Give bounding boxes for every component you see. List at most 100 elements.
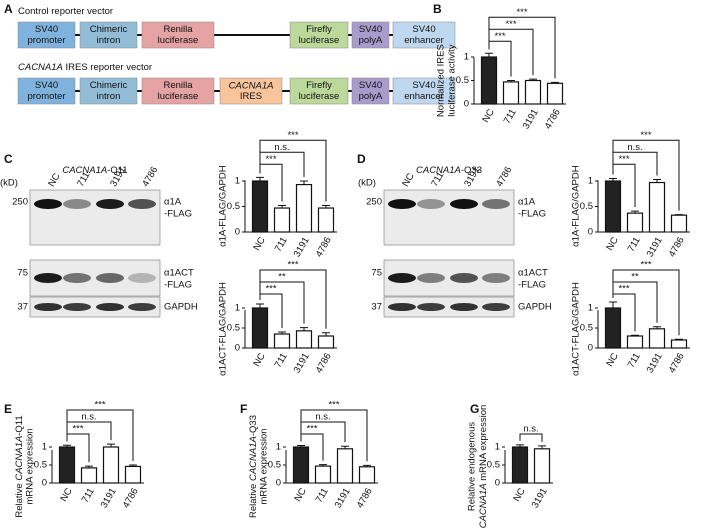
x-tick-label: NC bbox=[292, 486, 308, 504]
y-tick-label: 1 bbox=[42, 442, 47, 453]
y-tick-label: 1 bbox=[235, 176, 240, 187]
error-bar bbox=[363, 464, 371, 467]
x-tick-label: 3191 bbox=[292, 351, 312, 375]
lane-label: 4786 bbox=[140, 165, 160, 189]
x-tick-label: 711 bbox=[80, 486, 97, 505]
text-span: CACNA1A bbox=[18, 62, 63, 73]
x-tick-label: 4786 bbox=[543, 107, 563, 131]
significance-label: n.s. bbox=[627, 142, 642, 153]
text-span: -Q11 bbox=[107, 165, 127, 176]
x-tick-label: NC bbox=[251, 235, 267, 253]
error-bar bbox=[529, 78, 537, 81]
element-label: SV40 bbox=[359, 80, 382, 91]
text-span: CACNA1A bbox=[229, 80, 274, 91]
error-bar bbox=[322, 332, 330, 336]
band bbox=[482, 303, 510, 311]
y-tick-label: 0.5 bbox=[34, 460, 47, 471]
bar bbox=[251, 180, 269, 233]
error-bar bbox=[516, 444, 524, 447]
vector-element bbox=[79, 77, 138, 105]
marker-label: 250 bbox=[12, 197, 28, 208]
x-tick-label: 3191 bbox=[530, 486, 550, 510]
significance-label: *** bbox=[287, 260, 298, 271]
element-label: SV40 bbox=[412, 24, 435, 35]
significance-label: *** bbox=[287, 130, 298, 141]
significance-bracket bbox=[259, 139, 327, 202]
x-tick-label: 4786 bbox=[667, 351, 687, 375]
y-axis-label: Relative endogenous bbox=[467, 422, 478, 512]
bar bbox=[358, 466, 376, 484]
text-span: IRES reporter vector bbox=[63, 62, 152, 73]
y-tick-label: 1 bbox=[235, 303, 240, 314]
vector-element bbox=[289, 21, 349, 49]
marker-label: 75 bbox=[371, 268, 382, 279]
x-tick-label: NC bbox=[58, 486, 74, 504]
vector-title: Control reporter vector bbox=[18, 6, 113, 17]
x-tick-label: NC bbox=[511, 486, 527, 504]
vector-element bbox=[392, 21, 456, 49]
y-tick-label: 0 bbox=[495, 478, 500, 489]
blot-title: CACNA1A-Q11 bbox=[62, 165, 127, 176]
bar bbox=[292, 446, 310, 484]
bar bbox=[604, 180, 622, 233]
x-tick-label: 4786 bbox=[121, 486, 141, 510]
significance-label: n.s. bbox=[523, 424, 538, 435]
panel-label: C bbox=[4, 152, 13, 166]
panel-label: A bbox=[4, 2, 13, 16]
y-axis-label: α1A-FLAG/GAPDH bbox=[218, 165, 229, 247]
text-span: Relative bbox=[14, 481, 25, 518]
element-label: intron bbox=[97, 91, 121, 102]
x-tick-label: 3191 bbox=[99, 486, 119, 510]
panel-label: E bbox=[4, 402, 12, 416]
marker-label: 37 bbox=[17, 302, 28, 313]
bar bbox=[604, 307, 622, 349]
lane-label: 4786 bbox=[494, 165, 514, 189]
band-label: -FLAG bbox=[518, 209, 546, 220]
y-axis-label: luciferase activity bbox=[447, 44, 458, 117]
element-label: Chimeric bbox=[90, 24, 128, 35]
error-bar bbox=[322, 204, 330, 209]
band bbox=[417, 273, 445, 283]
text-span: Control reporter vector bbox=[18, 6, 113, 17]
x-tick-label: 711 bbox=[273, 351, 290, 370]
x-tick-label: NC bbox=[604, 351, 620, 369]
y-tick-label: 0.5 bbox=[580, 201, 593, 212]
error-bar bbox=[485, 52, 493, 57]
error-bar bbox=[675, 214, 683, 216]
band bbox=[450, 273, 478, 283]
element-label: polyA bbox=[359, 91, 383, 102]
element-label: Renilla bbox=[163, 24, 193, 35]
text-span: CACNA1A bbox=[248, 436, 259, 481]
element-label: SV40 bbox=[35, 24, 58, 35]
bar bbox=[273, 207, 291, 233]
y-tick-label: 1 bbox=[588, 176, 593, 187]
vector-element bbox=[79, 21, 138, 49]
y-tick-label: 0 bbox=[464, 99, 469, 110]
bar bbox=[80, 467, 98, 484]
error-bar bbox=[538, 445, 546, 449]
band-label: α1A bbox=[164, 197, 182, 208]
y-tick-label: 0.5 bbox=[456, 75, 469, 86]
element-label: luciferase bbox=[299, 35, 340, 46]
text-span: -Q11 bbox=[14, 415, 25, 435]
bar bbox=[546, 82, 564, 105]
x-tick-label: 3191 bbox=[645, 351, 665, 375]
error-bar bbox=[129, 464, 137, 467]
vector-element bbox=[141, 77, 215, 105]
significance-label: *** bbox=[265, 284, 276, 295]
vector-element bbox=[351, 21, 390, 49]
y-axis-label: Normalized IRES bbox=[436, 44, 447, 117]
error-bar bbox=[85, 465, 93, 468]
band bbox=[388, 199, 416, 209]
error-bar bbox=[256, 176, 264, 181]
bar bbox=[295, 183, 313, 233]
y-axis-label: α1ACT-FLAG/GAPDH bbox=[571, 282, 582, 376]
significance-label: *** bbox=[640, 130, 651, 141]
significance-label: *** bbox=[618, 154, 629, 165]
bar bbox=[124, 465, 142, 484]
element-label: Firefly bbox=[306, 80, 332, 91]
blot bbox=[29, 189, 161, 246]
x-tick-label: 3191 bbox=[292, 235, 312, 259]
bar bbox=[58, 446, 76, 484]
